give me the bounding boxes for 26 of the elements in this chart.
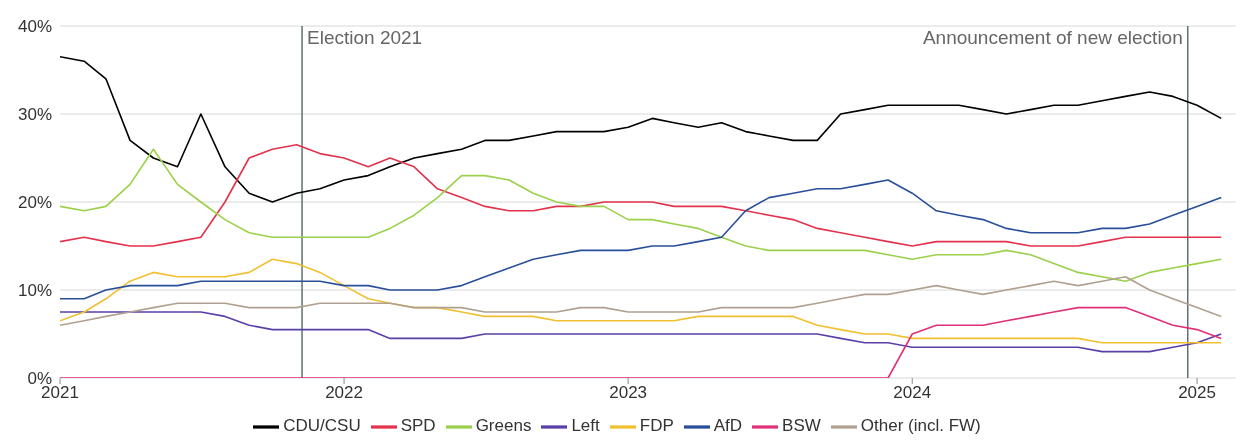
y-tick-label: 20% [17, 193, 52, 213]
legend-label: BSW [782, 416, 821, 436]
x-tick-label: 2022 [325, 383, 363, 403]
legend-label: FDP [639, 416, 674, 436]
ref-line-label: Election 2021 [307, 27, 423, 49]
line-series [60, 311, 1223, 353]
y-tick-label: 30% [17, 105, 52, 125]
y-tick-label: 10% [17, 281, 52, 301]
x-tick-label: 2025 [1178, 383, 1216, 403]
ref-line-label: Announcement of new election [922, 27, 1183, 49]
x-tick-label: 2023 [609, 383, 648, 403]
legend-label: AfD [713, 416, 743, 436]
legend-label: Left [571, 416, 600, 436]
line-series [60, 179, 1223, 300]
legend-label: Other (incl. FW) [860, 416, 981, 436]
legend-label: SPD [400, 416, 436, 436]
y-tick-label: 40% [17, 17, 52, 37]
line-series [60, 276, 1223, 326]
line-series [60, 258, 1223, 344]
line-series [60, 144, 1223, 247]
legend-label: CDU/CSU [283, 416, 361, 436]
line-series [60, 306, 1223, 378]
legend-label: Greens [475, 416, 532, 436]
line-series [60, 148, 1223, 282]
x-tick-label: 2024 [893, 383, 932, 403]
line-series [60, 56, 1223, 203]
